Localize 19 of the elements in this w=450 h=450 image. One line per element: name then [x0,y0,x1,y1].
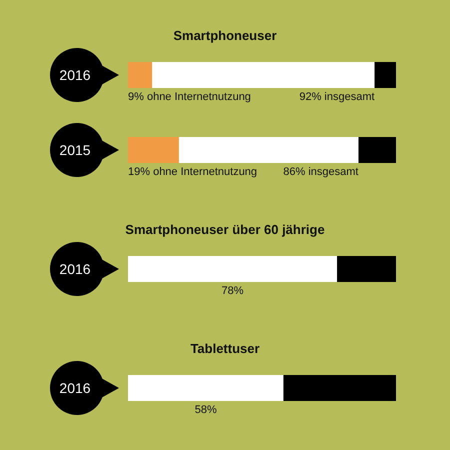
bar [358,137,396,163]
data-label: 58% [194,404,217,416]
y-tick-label: 2016 [59,261,91,277]
bar [128,62,152,88]
data-label: 19% ohne Internetnutzung [128,166,258,178]
bar [152,62,375,88]
bar [178,137,358,163]
y-tick-label: 2016 [59,380,91,396]
chart-title: Smartphoneuser über 60 jährige [125,222,325,237]
bar [128,137,179,163]
annotation: 92% insgesamt [299,91,375,103]
bar [374,62,396,88]
annotation: 86% insgesamt [283,166,358,178]
chart-title: Tablettuser [190,341,260,356]
chart-title: Smartphoneuser [173,28,277,43]
y-tick-label: 2015 [59,142,91,158]
y-tick-label: 2016 [59,67,91,83]
data-label: 9% ohne Internetnutzung [128,91,251,103]
data-label: 78% [222,285,244,297]
